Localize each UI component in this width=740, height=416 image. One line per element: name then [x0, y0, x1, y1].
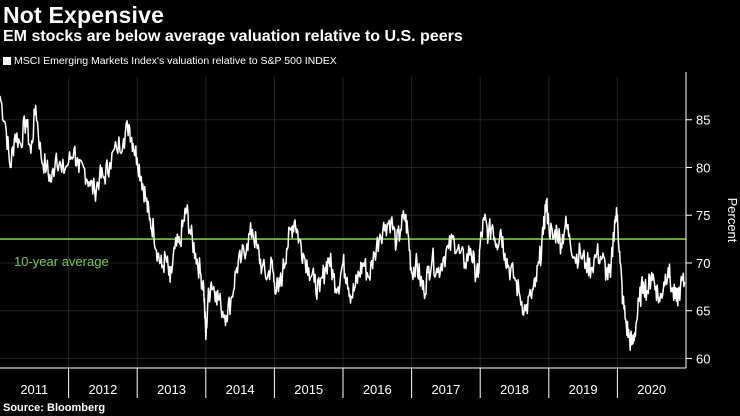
y-tick-label: 75	[696, 208, 710, 223]
x-tick-label: 2016	[363, 382, 392, 397]
chart-title: Not Expensive	[3, 2, 165, 28]
series-group	[0, 95, 686, 351]
x-tick-label: 2018	[500, 382, 529, 397]
gridlines	[0, 77, 686, 368]
y-tick-label: 65	[696, 304, 710, 319]
x-tick-label: 2019	[569, 382, 598, 397]
y-tick-label: 60	[696, 351, 710, 366]
x-tick-label: 2020	[637, 382, 666, 397]
series-line	[0, 95, 686, 351]
x-tick-label: 2013	[157, 382, 186, 397]
y-tick-label: 70	[696, 256, 710, 271]
y-tick-label: 80	[696, 160, 710, 175]
axes: 60 65 70 75 80 85 Percent 2011 2012 2013 2014 2015 2…	[0, 72, 740, 398]
legend: MSCI Emerging Markets Index's valuation …	[3, 55, 337, 67]
average-line-label: 10-year average	[14, 254, 109, 269]
average-line-group: 10-year average	[0, 238, 686, 269]
x-tick-label: 2017	[431, 382, 460, 397]
x-tick-label: 2015	[294, 382, 323, 397]
y-tick-label: 85	[696, 113, 710, 128]
x-tick-label: 2011	[20, 382, 48, 397]
legend-label: MSCI Emerging Markets Index's valuation …	[14, 55, 337, 67]
x-tick-label: 2012	[88, 382, 117, 397]
chart-subtitle: EM stocks are below average valuation re…	[3, 28, 463, 45]
y-axis-title: Percent	[725, 198, 740, 243]
legend-swatch	[3, 57, 11, 65]
x-tick-label: 2014	[226, 382, 255, 397]
source-note: Source: Bloomberg	[3, 402, 106, 414]
